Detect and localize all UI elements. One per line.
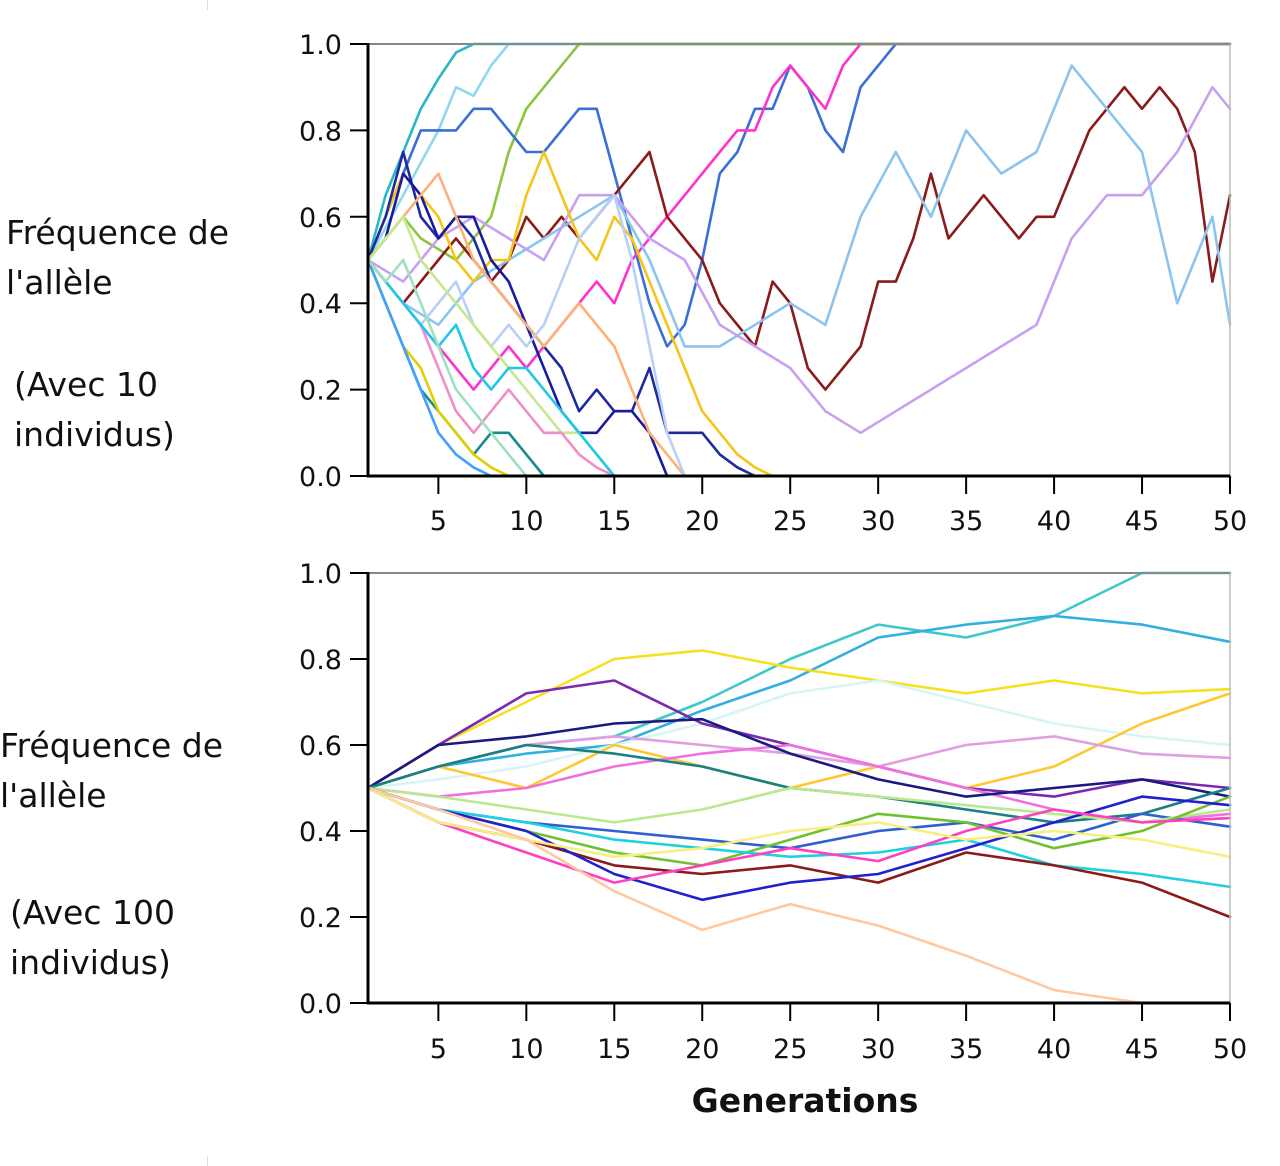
ylabel-bottom-line1: Fréquence de (0, 726, 223, 765)
series-line-13 (366, 215, 616, 478)
series-line-9 (366, 150, 757, 478)
y-tick-label: 0.0 (299, 989, 342, 1020)
y-tick-label: 1.0 (299, 559, 342, 590)
y-tick-label: 0.2 (299, 376, 342, 407)
ylabel-bottom: Fréquence de l'allèle (0, 721, 223, 821)
y-tick-label: 0.2 (299, 903, 342, 934)
x-tick-label: 15 (597, 506, 631, 537)
series-line-3 (366, 42, 1232, 348)
series-group (366, 571, 1232, 1005)
note-top: (Avec 10 individus) (14, 360, 175, 460)
plot-top: 0.0 0.2 0.4 0.6 0.8 1.0 5 10 15 20 25 30 35 40 45 50 (299, 30, 1247, 537)
y-tick-label: 0.8 (299, 645, 342, 676)
plot-area (368, 44, 1230, 476)
x-tick-label: 25 (773, 506, 807, 537)
series-line-2 (366, 649, 1232, 790)
series-line-19 (366, 258, 528, 478)
x-tick-label: 30 (861, 506, 895, 537)
series-line-13 (366, 786, 1232, 889)
ylabel-top-line1: Fréquence de (6, 213, 229, 252)
y-tick-label: 1.0 (299, 30, 342, 61)
plot-bottom: 0.0 0.2 0.4 0.6 0.8 1.0 5 10 15 20 25 30 35 40 45 50 Gen… (299, 559, 1247, 1120)
series-line-4 (366, 42, 1232, 391)
x-tick-label: 30 (861, 1034, 895, 1065)
note-bottom: (Avec 100 individus) (10, 888, 175, 988)
x-tick-label: 40 (1037, 1034, 1071, 1065)
y-tick-label: 0.4 (299, 289, 342, 320)
series-line-6 (366, 64, 1232, 348)
ylabel-top-line2: l'allèle (6, 263, 113, 302)
x-tick-label: 5 (430, 506, 447, 537)
ylabel-top: Fréquence de l'allèle (6, 208, 229, 308)
series-line-18 (366, 258, 493, 478)
series-line-16 (366, 786, 1232, 884)
x-axis-title: Generations (692, 1081, 919, 1120)
x-tick-label: 20 (685, 506, 719, 537)
series-line-18 (366, 786, 1232, 1005)
border-mark (207, 0, 208, 10)
x-tick-label: 40 (1037, 506, 1071, 537)
series-line-3 (366, 679, 1232, 790)
x-tick-label: 10 (509, 506, 543, 537)
note-top-line1: (Avec 10 (14, 365, 158, 404)
x-tick-label: 25 (773, 1034, 807, 1065)
x-tick-label: 35 (949, 506, 983, 537)
series-line-8 (366, 717, 1232, 798)
y-tick-label: 0.0 (299, 462, 342, 493)
note-bottom-line1: (Avec 100 (10, 893, 175, 932)
x-tick-label: 5 (430, 1034, 447, 1065)
x-tick-label: 45 (1125, 1034, 1159, 1065)
series-line-10 (366, 172, 669, 478)
note-top-line2: individus) (14, 415, 175, 454)
series-line-11 (366, 172, 687, 478)
x-tick-label: 15 (597, 1034, 631, 1065)
x-tick-label: 35 (949, 1034, 983, 1065)
series-line-1 (366, 614, 1232, 790)
note-bottom-line2: individus) (10, 943, 171, 982)
border-mark (207, 1156, 208, 1166)
x-tick-label: 50 (1213, 506, 1247, 537)
x-tick-label: 45 (1125, 506, 1159, 537)
y-tick-label: 0.8 (299, 116, 342, 147)
y-tick-label: 0.6 (299, 731, 342, 762)
series-line-15 (366, 258, 616, 478)
x-tick-label: 10 (509, 1034, 543, 1065)
x-tick-label: 20 (685, 1034, 719, 1065)
series-line-11 (366, 786, 1232, 824)
x-tick-label: 50 (1213, 1034, 1247, 1065)
series-line-17 (366, 786, 1232, 859)
y-tick-label: 0.6 (299, 203, 342, 234)
ylabel-bottom-line2: l'allèle (0, 776, 107, 815)
y-tick-label: 0.4 (299, 817, 342, 848)
